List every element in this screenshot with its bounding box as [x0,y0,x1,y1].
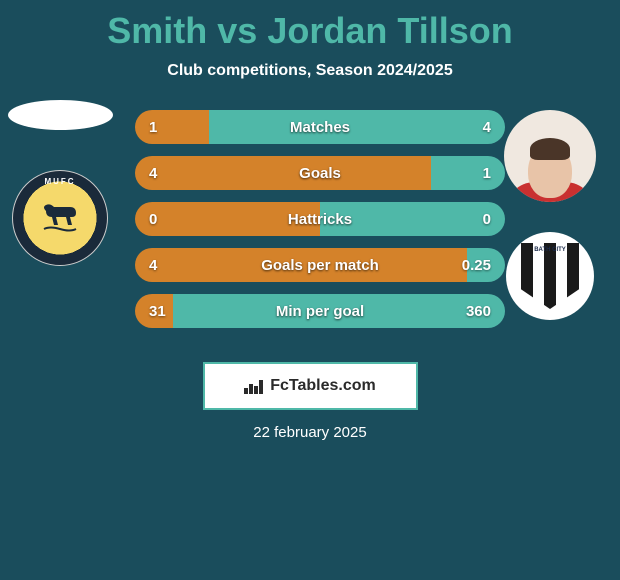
club-shield: BATH CITY [521,243,579,309]
stat-right-value: 0.25 [467,248,505,282]
player-face [528,144,572,198]
stat-right-value: 0 [320,202,505,236]
stat-row: 00Hattricks [135,202,505,236]
stat-left-value: 31 [135,294,173,328]
stat-left-value: 4 [135,248,467,282]
stat-right-value: 360 [173,294,505,328]
right-player-photo [504,110,596,202]
stat-row: 31360Min per goal [135,294,505,328]
stat-left-value: 4 [135,156,431,190]
player-hair [530,138,570,160]
chart-icon [244,378,264,394]
left-column: MUFC [5,100,115,266]
left-club-badge: MUFC [12,170,108,266]
left-player-silhouette [8,100,113,130]
stat-row: 40.25Goals per match [135,248,505,282]
stats-area: MUFC BATH CITY 14Matches 41Goals 00Hattric… [0,110,620,350]
subtitle: Club competitions, Season 2024/2025 [0,62,620,80]
stat-rows: 14Matches 41Goals 00Hattricks 40.25Goals pe… [135,110,505,340]
brand-text: FcTables.com [270,377,376,395]
footer-date: 22 february 2025 [0,424,620,441]
stat-right-value: 4 [209,110,505,144]
stat-row: 41Goals [135,156,505,190]
page-title: Smith vs Jordan Tillson [0,0,620,52]
right-column: BATH CITY [500,110,600,320]
stat-left-value: 1 [135,110,209,144]
lion-icon [13,171,107,265]
right-club-badge: BATH CITY [506,232,594,320]
brand-box[interactable]: FcTables.com [203,362,418,410]
right-club-name: BATH CITY [521,247,579,253]
stat-right-value: 1 [431,156,505,190]
stat-row: 14Matches [135,110,505,144]
stat-left-value: 0 [135,202,320,236]
